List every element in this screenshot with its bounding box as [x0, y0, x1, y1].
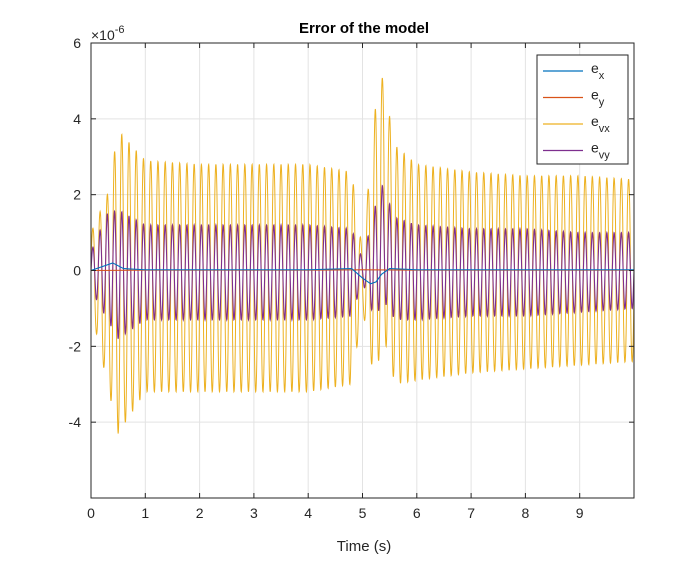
- series-line-ex: [91, 262, 634, 285]
- series-lines: [91, 77, 634, 434]
- legend-label-subscript: x: [599, 70, 605, 82]
- y-ticks: -4 -2 0 2 4 6: [69, 35, 634, 430]
- legend-label-base: e: [591, 113, 599, 129]
- y-tick-label: 6: [73, 35, 81, 51]
- x-tick-label: 9: [576, 505, 584, 521]
- x-tick-label: 6: [413, 505, 421, 521]
- x-ticks: 0 1 2 3 4 5 6 7 8 9: [87, 43, 584, 521]
- legend-label-base: e: [591, 140, 599, 156]
- x-tick-label: 1: [141, 505, 149, 521]
- legend-label-subscript: y: [599, 97, 605, 109]
- legend-label-evy: evy: [591, 140, 610, 162]
- y-tick-label: 4: [73, 111, 81, 127]
- x-tick-label: 4: [304, 505, 312, 521]
- legend-label-ex: ex: [591, 60, 605, 82]
- y-tick-label: -4: [69, 414, 82, 430]
- y-exponent-power: -6: [115, 24, 125, 36]
- x-tick-label: 7: [467, 505, 475, 521]
- series-line-evy: [91, 184, 634, 339]
- legend-label-subscript: vx: [599, 123, 611, 135]
- y-exponent-base: ×10: [91, 27, 115, 43]
- legend-label-evx: evx: [591, 113, 610, 135]
- chart-title: Error of the model: [299, 20, 429, 37]
- x-tick-label: 0: [87, 505, 95, 521]
- legend-label-base: e: [591, 60, 599, 76]
- legend-label-subscript: vy: [599, 150, 611, 162]
- legend-label-ey: ey: [591, 87, 605, 109]
- x-axis-label: Time (s): [337, 538, 391, 555]
- legend-box: [536, 54, 629, 165]
- x-tick-label: 3: [250, 505, 258, 521]
- y-tick-label: 0: [73, 263, 81, 279]
- y-tick-label: 2: [73, 187, 81, 203]
- y-tick-label: -2: [69, 338, 82, 354]
- x-tick-label: 8: [522, 505, 530, 521]
- legend-label-base: e: [591, 87, 599, 103]
- svg-text:×10-6: ×10-6: [91, 24, 125, 43]
- y-exponent-label: ×10-6: [91, 24, 125, 43]
- x-tick-label: 5: [359, 505, 367, 521]
- x-tick-label: 2: [196, 505, 204, 521]
